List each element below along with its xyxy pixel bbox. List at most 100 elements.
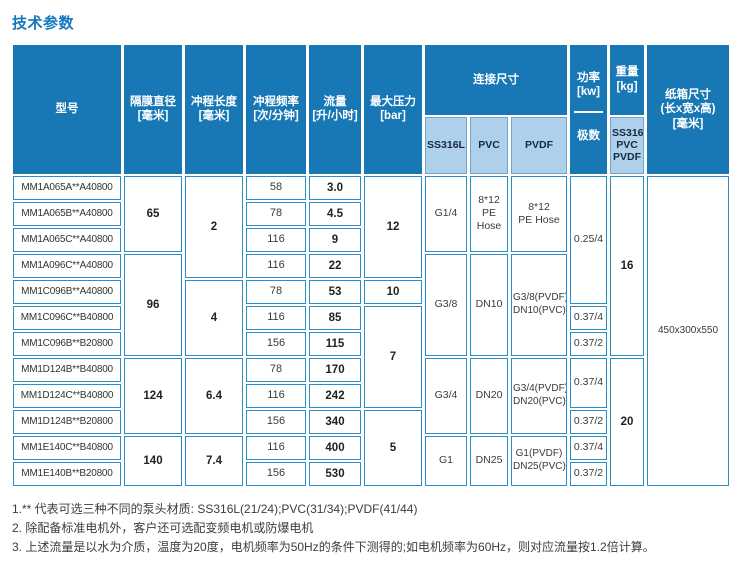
col-header-weight: 重量 [kg] xyxy=(610,45,644,115)
cell-power: 0.37/2 xyxy=(570,409,607,434)
cell-frequency: 156 xyxy=(246,331,306,356)
cell-diaphragm: 96 xyxy=(124,253,182,356)
cell-power: 0.37/2 xyxy=(570,331,607,356)
cell-stroke: 7.4 xyxy=(185,435,243,486)
footnote-1: 1.** 代表可选三种不同的泵头材质: SS316L(21/24);PVC(31… xyxy=(12,501,418,516)
cell-power: 0.37/4 xyxy=(570,435,607,460)
cell-flow: 22 xyxy=(309,253,361,278)
power-header-label: 功率 [kw] xyxy=(577,72,600,99)
cell-pressure: 7 xyxy=(364,305,422,408)
cell-model: MM1D124B**B40800 xyxy=(13,357,121,382)
cell-flow: 242 xyxy=(309,383,361,408)
header-row-1: 型号 隔膜直径 [毫米] 冲程长度 [毫米] 冲程频率 [次/分钟] 流量 [升… xyxy=(13,45,729,174)
cell-diaphragm: 140 xyxy=(124,435,182,486)
cell-flow: 53 xyxy=(309,279,361,304)
cell-frequency: 78 xyxy=(246,279,306,304)
table-row: MM1A096C**A40800 96 116 22 G3/8 DN10 G3/… xyxy=(13,253,729,356)
cell-model: MM1E140C**B40800 xyxy=(13,435,121,460)
spec-table: 型号 隔膜直径 [毫米] 冲程长度 [毫米] 冲程频率 [次/分钟] 流量 [升… xyxy=(10,43,732,488)
cell-stroke: 6.4 xyxy=(185,357,243,434)
subheader-pvc: PVC xyxy=(470,116,508,174)
cell-conn-pvdf: G1(PVDF) DN25(PVC) xyxy=(511,435,567,486)
subheader-ss316l: SS316L xyxy=(425,116,467,174)
cell-frequency: 116 xyxy=(246,253,306,278)
cell-conn-pvdf: 8*12 PE Hose xyxy=(511,175,567,252)
cell-weight: 20 xyxy=(610,357,644,486)
cell-conn-pvdf: G3/8(PVDF) DN10(PVC) xyxy=(511,253,567,356)
cell-flow: 530 xyxy=(309,461,361,486)
cell-flow: 4.5 xyxy=(309,201,361,226)
cell-model: MM1A096C**A40800 xyxy=(13,253,121,278)
cell-pressure: 12 xyxy=(364,175,422,278)
cell-flow: 170 xyxy=(309,357,361,382)
page-title: 技术参数 xyxy=(12,15,75,32)
col-header-carton: 纸箱尺寸 (长x宽x高) [毫米] xyxy=(647,45,729,174)
cell-conn-pvc: DN20 xyxy=(470,357,508,434)
cell-frequency: 58 xyxy=(246,175,306,200)
cell-model: MM1D124C**B40800 xyxy=(13,383,121,408)
cell-flow: 400 xyxy=(309,435,361,460)
subheader-pvdf: PVDF xyxy=(511,116,567,174)
col-header-diaphragm: 隔膜直径 [毫米] xyxy=(124,45,182,174)
cell-conn-ss316l: G3/4 xyxy=(425,357,467,434)
table-row: MM1D124B**B20800 156 340 5 0.37/2 xyxy=(13,409,729,486)
table-row: MM1E140C**B40800 140 7.4 116 400 G1 DN25… xyxy=(13,435,729,486)
cell-stroke: 4 xyxy=(185,279,243,356)
cell-frequency: 156 xyxy=(246,409,306,434)
cell-frequency: 116 xyxy=(246,383,306,408)
cell-conn-pvdf: G3/4(PVDF) DN20(PVC) xyxy=(511,357,567,434)
cell-conn-ss316l: G1/4 xyxy=(425,175,467,252)
col-header-connection: 连接尺寸 xyxy=(425,45,567,115)
col-header-power: 功率 [kw] 极数 xyxy=(570,45,607,174)
cell-frequency: 78 xyxy=(246,201,306,226)
header-row-2: SS316L PVC PVDF SS316L PVC PVDF xyxy=(13,116,729,174)
cell-carton: 450x300x550 xyxy=(647,175,729,486)
col-header-pressure: 最大压力 [bar] xyxy=(364,45,422,174)
cell-power: 0.37/4 xyxy=(570,305,607,330)
cell-model: MM1A065B**A40800 xyxy=(13,201,121,226)
cell-model: MM1D124B**B20800 xyxy=(13,409,121,434)
cell-power: 0.37/2 xyxy=(570,461,607,486)
table-row: MM1A065B**A40800 78 4.5 xyxy=(13,201,729,226)
power-header-wrap: 功率 [kw] 极数 xyxy=(571,59,606,159)
col-header-model: 型号 xyxy=(13,45,121,174)
cell-stroke: 2 xyxy=(185,175,243,278)
cell-diaphragm: 65 xyxy=(124,175,182,252)
cell-flow: 340 xyxy=(309,409,361,434)
cell-model: MM1C096B**A40800 xyxy=(13,279,121,304)
footnote-2: 2. 除配备标准电机外，客户还可选配变频电机或防爆电机 xyxy=(12,520,314,535)
cell-model: MM1C096B**B20800 xyxy=(13,331,121,356)
table-row: MM1D124B**B40800 124 6.4 78 170 G3/4 DN2… xyxy=(13,357,729,486)
cell-model: MM1E140B**B20800 xyxy=(13,461,121,486)
cell-model: MM1A065C**A40800 xyxy=(13,227,121,252)
col-header-stroke: 冲程长度 [毫米] xyxy=(185,45,243,174)
cell-conn-pvc: 8*12 PE Hose xyxy=(470,175,508,252)
cell-conn-pvc: DN25 xyxy=(470,435,508,486)
cell-power: 0.37/4 xyxy=(570,357,607,408)
cell-frequency: 78 xyxy=(246,357,306,382)
cell-flow: 115 xyxy=(309,331,361,356)
table-row: MM1C096B**B20800 156 115 0.37/2 xyxy=(13,331,729,356)
poles-header-label: 极数 xyxy=(577,130,600,143)
cell-flow: 3.0 xyxy=(309,175,361,200)
cell-frequency: 116 xyxy=(246,305,306,330)
cell-weight: 16 xyxy=(610,175,644,356)
cell-diaphragm: 124 xyxy=(124,357,182,434)
power-header-divider xyxy=(574,111,603,114)
col-header-flow: 流量 [升/小时] xyxy=(309,45,361,174)
cell-flow: 85 xyxy=(309,305,361,330)
table-row: MM1A065A**A40800 65 2 58 3.0 12 G1/4 8*1… xyxy=(13,175,729,486)
footnotes: 1.** 代表可选三种不同的泵头材质: SS316L(21/24);PVC(31… xyxy=(12,500,744,556)
cell-model: MM1C096C**B40800 xyxy=(13,305,121,330)
cell-model: MM1A065A**A40800 xyxy=(13,175,121,200)
col-header-frequency: 冲程频率 [次/分钟] xyxy=(246,45,306,174)
table-row: MM1E140B**B20800 156 530 0.37/2 xyxy=(13,461,729,486)
subheader-weight-materials: SS316L PVC PVDF xyxy=(610,116,644,174)
cell-conn-pvc: DN10 xyxy=(470,253,508,356)
footnote-3: 3. 上述流量是以水为介质，温度为20度，电机频率为50Hz的条件下测得的;如电… xyxy=(12,539,655,554)
cell-pressure: 10 xyxy=(364,279,422,304)
cell-conn-ss316l: G1 xyxy=(425,435,467,486)
cell-frequency: 116 xyxy=(246,435,306,460)
table-row: MM1A065C**A40800 116 9 xyxy=(13,227,729,252)
